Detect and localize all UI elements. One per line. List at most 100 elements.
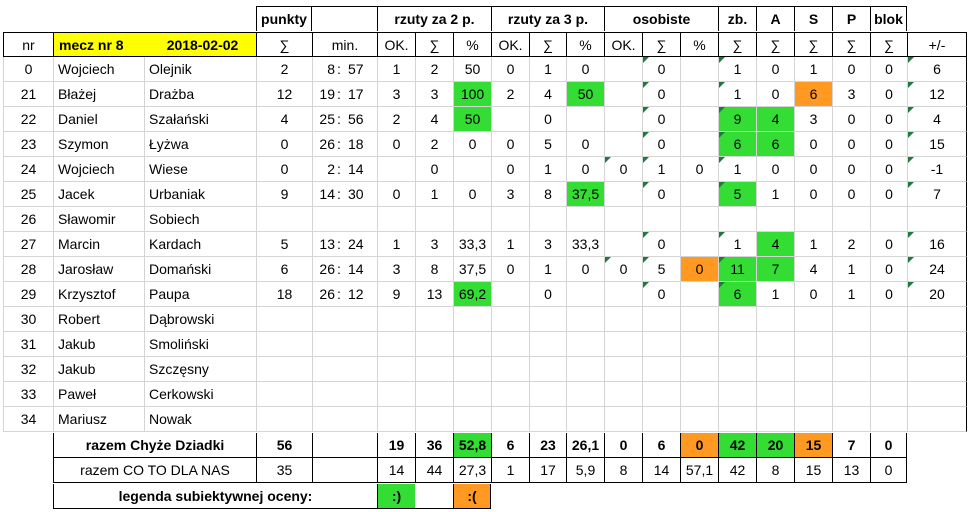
player-s bbox=[794, 307, 832, 332]
player-last: Nowak bbox=[144, 407, 256, 432]
player-pts: 6 bbox=[256, 257, 312, 282]
player-ok2: 2 bbox=[377, 107, 415, 132]
player-pts: 0 bbox=[256, 132, 312, 157]
subheader-okF: OK. bbox=[604, 32, 642, 57]
player-ok2 bbox=[377, 332, 415, 357]
subheader-pctF: % bbox=[680, 32, 718, 57]
seconds: 14 bbox=[348, 261, 364, 277]
player-pct2: 69,2 bbox=[453, 282, 491, 307]
player-pctF bbox=[680, 307, 718, 332]
player-pctF: 0 bbox=[680, 157, 718, 182]
player-nr: 21 bbox=[3, 82, 53, 107]
subheader-zb: ∑ bbox=[718, 32, 756, 57]
player-okF bbox=[604, 232, 642, 257]
totals-p: 7 bbox=[832, 433, 870, 458]
subheader-ok3: OK. bbox=[491, 32, 529, 57]
minutes: 26 bbox=[319, 136, 335, 152]
player-ok3 bbox=[491, 107, 529, 132]
player-pct3: 0 bbox=[566, 57, 604, 82]
player-a bbox=[756, 357, 794, 382]
player-pct2: 50 bbox=[453, 107, 491, 132]
player-ok2 bbox=[377, 307, 415, 332]
totals-opponent-label: razem CO TO DLA NAS bbox=[53, 458, 256, 483]
player-ok2: 1 bbox=[377, 232, 415, 257]
player-sumF: 0 bbox=[642, 82, 680, 107]
legend-good: :) bbox=[377, 484, 415, 509]
player-sumF bbox=[642, 307, 680, 332]
player-a: 4 bbox=[756, 107, 794, 132]
player-ok2: 9 bbox=[377, 282, 415, 307]
player-sumF bbox=[642, 207, 680, 232]
player-sum3: 1 bbox=[529, 257, 566, 282]
player-pts: 9 bbox=[256, 182, 312, 207]
player-pm bbox=[907, 207, 967, 232]
player-pts bbox=[256, 207, 312, 232]
player-pct2: 33,3 bbox=[453, 232, 491, 257]
player-pm: 6 bbox=[907, 57, 967, 82]
player-ok2 bbox=[377, 207, 415, 232]
player-sum3 bbox=[529, 307, 566, 332]
player-ok3 bbox=[491, 357, 529, 382]
player-okF: 0 bbox=[604, 257, 642, 282]
minutes-cell: 13:24 bbox=[312, 232, 377, 257]
player-zb: 11 bbox=[718, 257, 756, 282]
match-date: 2018-02-02 bbox=[166, 36, 239, 53]
player-pm: 15 bbox=[907, 132, 967, 157]
totals-pts: 35 bbox=[256, 458, 312, 483]
legend-bad: :( bbox=[453, 484, 491, 509]
totals-sum2: 36 bbox=[415, 433, 453, 458]
player-p: 0 bbox=[832, 107, 870, 132]
totals-ok3: 6 bbox=[491, 433, 529, 458]
player-ok3 bbox=[491, 407, 529, 432]
player-first: Sławomir bbox=[53, 207, 144, 232]
subheader-sumF: ∑ bbox=[642, 32, 680, 57]
player-zb: 5 bbox=[718, 182, 756, 207]
player-pct2 bbox=[453, 407, 491, 432]
totals-gap bbox=[312, 433, 377, 458]
minutes-cell bbox=[312, 407, 377, 432]
player-blok bbox=[870, 332, 907, 357]
player-pm: 20 bbox=[907, 282, 967, 307]
player-pct3 bbox=[566, 332, 604, 357]
player-pm: -1 bbox=[907, 157, 967, 182]
totals-sum3: 17 bbox=[529, 458, 566, 483]
player-zb: 1 bbox=[718, 82, 756, 107]
player-pm bbox=[907, 332, 967, 357]
player-zb: 1 bbox=[718, 232, 756, 257]
totals-okF: 8 bbox=[604, 458, 642, 483]
minutes-cell: 2:14 bbox=[312, 157, 377, 182]
player-first: Jacek bbox=[53, 182, 144, 207]
player-blok: 0 bbox=[870, 182, 907, 207]
player-pts bbox=[256, 357, 312, 382]
player-sumF: 1 bbox=[642, 157, 680, 182]
seconds: 30 bbox=[348, 186, 364, 202]
player-pm: 16 bbox=[907, 232, 967, 257]
minutes: 19 bbox=[319, 86, 335, 102]
player-pct3: 50 bbox=[566, 82, 604, 107]
player-last: Olejnik bbox=[144, 57, 256, 82]
player-pctF bbox=[680, 107, 718, 132]
subheader-sum2: ∑ bbox=[415, 32, 453, 57]
player-sum2: 1 bbox=[415, 182, 453, 207]
player-ok3: 0 bbox=[491, 157, 529, 182]
player-ok3: 3 bbox=[491, 182, 529, 207]
player-last: Domański bbox=[144, 257, 256, 282]
player-sum3: 0 bbox=[529, 282, 566, 307]
time-colon: : bbox=[337, 136, 341, 152]
minutes-cell: 14:30 bbox=[312, 182, 377, 207]
player-blok: 0 bbox=[870, 107, 907, 132]
player-blok: 0 bbox=[870, 57, 907, 82]
player-last: Wiese bbox=[144, 157, 256, 182]
player-p: 0 bbox=[832, 57, 870, 82]
player-first: Robert bbox=[53, 307, 144, 332]
player-pctF bbox=[680, 132, 718, 157]
player-ok3: 1 bbox=[491, 232, 529, 257]
player-ok3: 0 bbox=[491, 57, 529, 82]
player-s: 0 bbox=[794, 182, 832, 207]
player-okF: 0 bbox=[604, 157, 642, 182]
player-sumF: 5 bbox=[642, 257, 680, 282]
player-nr: 27 bbox=[3, 232, 53, 257]
player-sum3: 1 bbox=[529, 157, 566, 182]
subheader-pm: +/- bbox=[907, 32, 967, 57]
totals-sum2: 44 bbox=[415, 458, 453, 483]
